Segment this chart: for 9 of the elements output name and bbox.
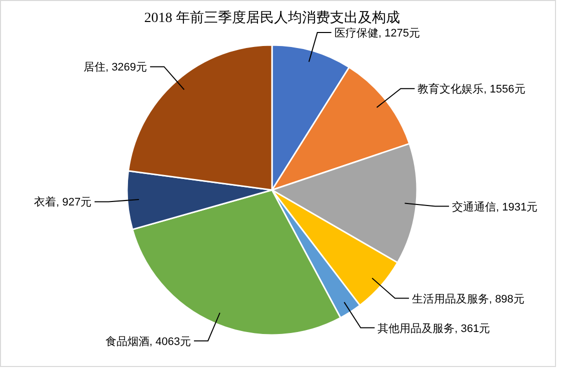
slice-label: 居住, 3269元 [83,62,148,74]
slice-label: 交通通信, 1931元 [452,200,538,214]
slice-label: 衣着, 927元 [34,196,92,209]
slice-label: 医疗保健, 1275元 [334,26,420,40]
slice-label: 其他用品及服务, 361元 [378,322,490,335]
chart-title: 2018 年前三季度居民人均消费支出及构成 [144,10,400,26]
slice-label: 教育文化娱乐, 1556元 [418,82,526,96]
slice-label: 食品烟酒, 4063元 [105,334,191,348]
slice-label: 生活用品及服务, 898元 [412,292,524,306]
